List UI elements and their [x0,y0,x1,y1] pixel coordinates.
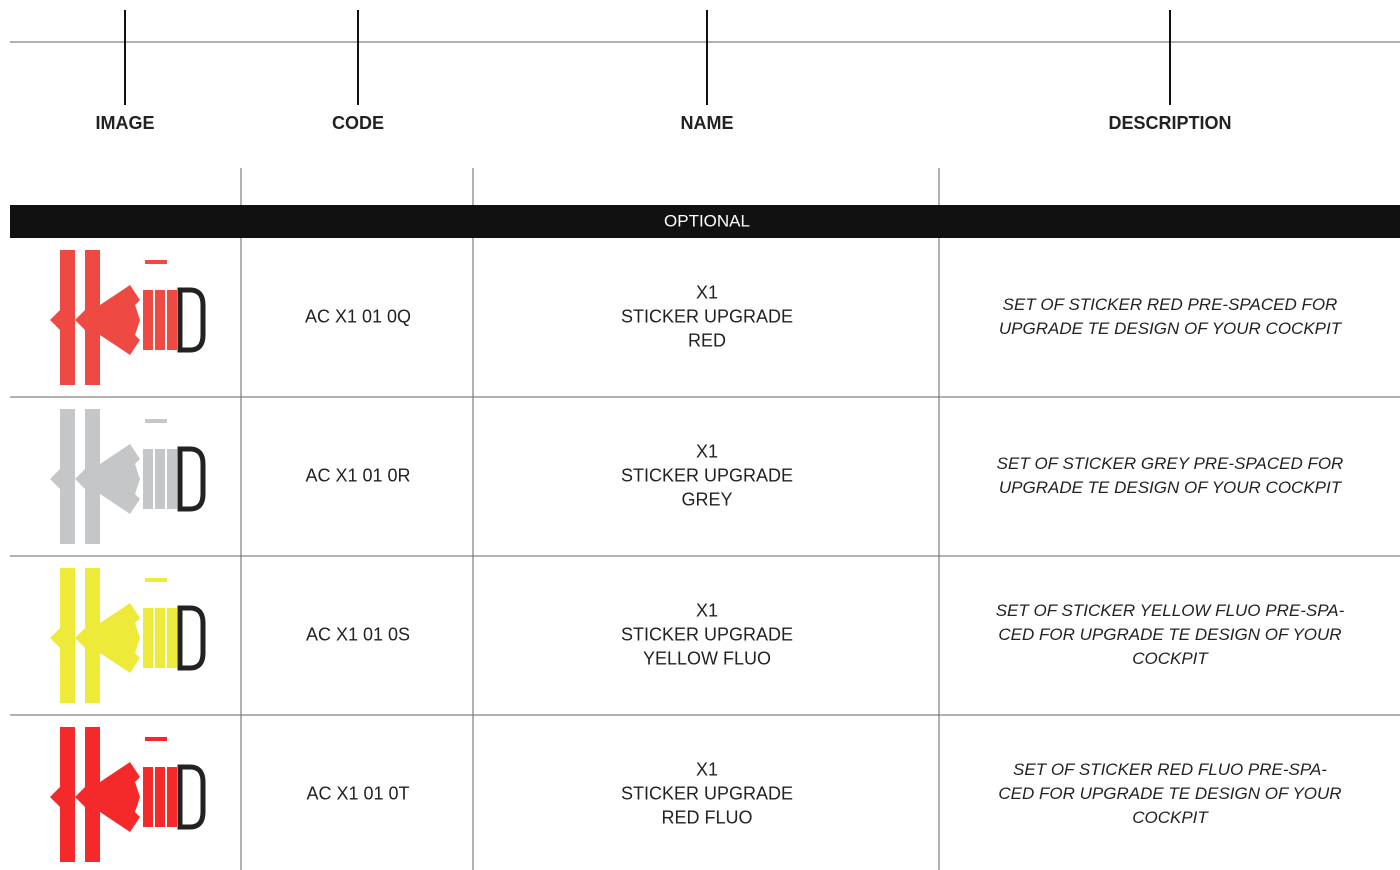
sticker-panel [167,608,177,668]
sticker-frame [177,764,206,830]
sticker-strip [75,409,100,544]
sticker-body [100,444,140,514]
sticker-strip [75,568,100,703]
sticker-panel [143,290,153,350]
column-header: NAME [681,113,734,133]
product-image [50,727,206,862]
sticker-panel [143,449,153,509]
product-description: UPGRADE TE DESIGN OF YOUR COCKPIT [999,319,1343,338]
product-image [50,409,206,544]
sticker-frame [177,287,206,353]
sticker-strip [50,409,75,544]
product-description: COCKPIT [1132,808,1209,827]
product-image [50,250,206,385]
logo [145,419,167,423]
product-image [50,568,206,703]
product-name: X1 [696,441,718,461]
product-description: CED FOR UPGRADE TE DESIGN OF YOUR [998,625,1341,644]
sticker-frame [177,605,206,671]
product-name: X1 [696,282,718,302]
product-name: STICKER UPGRADE [621,306,793,326]
product-description: CED FOR UPGRADE TE DESIGN OF YOUR [998,784,1341,803]
logo [145,578,167,582]
sticker-body [100,603,140,673]
logo [145,260,167,264]
sticker-panel [143,608,153,668]
sticker-strip [75,250,100,385]
product-description: UPGRADE TE DESIGN OF YOUR COCKPIT [999,478,1343,497]
sticker-panel [143,767,153,827]
product-name: STICKER UPGRADE [621,465,793,485]
sticker-panel [155,767,165,827]
sticker-panel [167,449,177,509]
sticker-body [100,762,140,832]
product-name: RED FLUO [661,807,752,827]
column-header: DESCRIPTION [1108,113,1231,133]
product-description: SET OF STICKER RED FLUO PRE-SPA- [1013,760,1327,779]
product-name: X1 [696,600,718,620]
product-description: SET OF STICKER RED PRE-SPACED FOR [1003,295,1338,314]
logo [145,737,167,741]
product-name: YELLOW FLUO [643,648,771,668]
product-code: AC X1 01 0S [306,624,410,644]
sticker-panel [167,290,177,350]
product-description: SET OF STICKER GREY PRE-SPACED FOR [997,454,1344,473]
sticker-frame [177,446,206,512]
product-description: COCKPIT [1132,649,1209,668]
sticker-strip [50,250,75,385]
sticker-body [100,285,140,355]
section-title: OPTIONAL [664,211,750,230]
product-code: AC X1 01 0T [306,783,409,803]
product-name: RED [688,330,726,350]
column-header: CODE [332,113,384,133]
product-code: AC X1 01 0R [305,465,410,485]
sticker-panel [167,767,177,827]
sticker-strip [75,727,100,862]
product-description: SET OF STICKER YELLOW FLUO PRE-SPA- [996,601,1345,620]
product-name: GREY [681,489,732,509]
sticker-panel [155,449,165,509]
section-bar [10,205,1400,238]
product-name: STICKER UPGRADE [621,624,793,644]
sticker-strip [50,568,75,703]
product-name: X1 [696,759,718,779]
sticker-panel [155,608,165,668]
product-name: STICKER UPGRADE [621,783,793,803]
product-code: AC X1 01 0Q [305,306,411,326]
column-header: IMAGE [95,113,154,133]
sticker-panel [155,290,165,350]
sticker-strip [50,727,75,862]
